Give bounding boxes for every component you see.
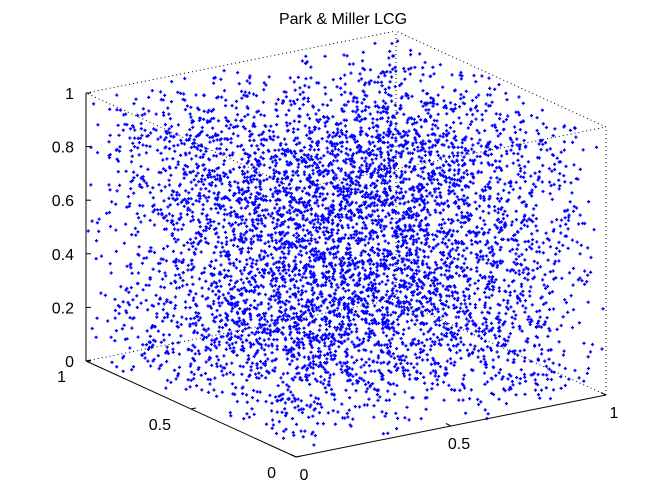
y-tick-label-0: 0 <box>267 465 276 482</box>
x-tick-label-0: 0 <box>300 467 309 484</box>
z-tick-label-1: 0.2 <box>52 300 74 317</box>
x-tick-label-2: 1 <box>610 405 619 422</box>
x-tick-label-1: 0.5 <box>448 436 470 453</box>
x-tick-mark-0 <box>290 454 297 458</box>
x-tick-mark-2 <box>600 392 607 396</box>
y-axis-ticks: 00.51 <box>57 359 302 482</box>
box-edge-0 <box>85 30 397 94</box>
box-edge-5 <box>395 298 607 396</box>
x-axis-ticks: 00.51 <box>290 392 619 484</box>
y-tick-label-1: 0.5 <box>149 417 171 434</box>
y-tick-mark-1 <box>190 407 197 410</box>
chart-title: Park & Miller LCG <box>279 11 407 28</box>
z-tick-label-4: 0.8 <box>52 140 74 157</box>
y-tick-mark-2 <box>85 359 92 362</box>
y-tick-label-2: 1 <box>57 369 66 386</box>
box-edge-1 <box>395 30 607 128</box>
z-tick-label-5: 1 <box>65 86 74 103</box>
z-tick-label-2: 0.4 <box>52 247 74 264</box>
z-tick-label-0: 0 <box>65 354 74 371</box>
data-points <box>86 39 605 447</box>
box-edge-8 <box>85 298 397 362</box>
box-edge-3 <box>295 126 607 190</box>
x-tick-mark-1 <box>445 423 452 427</box>
z-tick-label-3: 0.6 <box>52 193 74 210</box>
y-tick-mark-0 <box>295 455 302 458</box>
scatter-markers <box>86 39 605 447</box>
